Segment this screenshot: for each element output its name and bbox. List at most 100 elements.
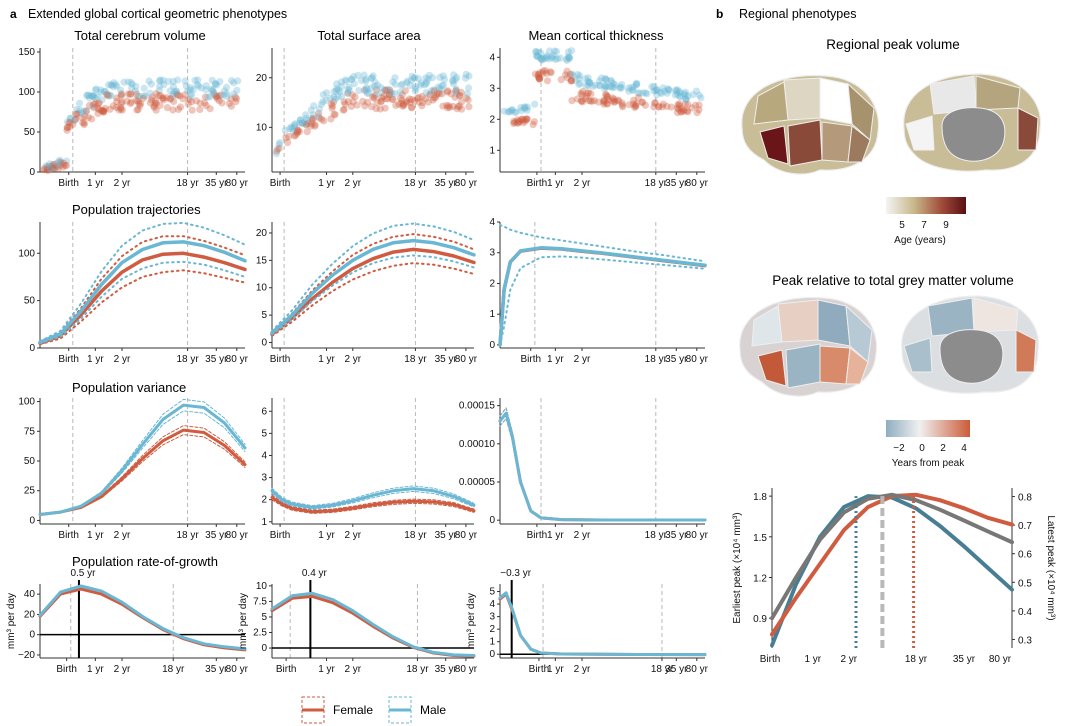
female-point: [227, 95, 235, 103]
female-point: [340, 98, 348, 106]
male-point: [333, 80, 341, 88]
male-point: [653, 86, 661, 94]
male-point: [92, 94, 100, 102]
male-point: [550, 47, 559, 55]
female-point: [118, 106, 126, 114]
male-point: [682, 95, 690, 104]
female-point: [85, 101, 94, 109]
female-point: [327, 100, 335, 108]
female-point: [634, 94, 643, 102]
female-point: [523, 115, 531, 123]
male-point: [302, 111, 310, 119]
male-point: [187, 90, 195, 98]
male-point: [172, 87, 180, 95]
male-point: [233, 86, 241, 94]
male-point: [500, 107, 508, 115]
male-point: [73, 105, 81, 114]
male-point: [627, 83, 635, 92]
female-point: [100, 107, 108, 115]
male-point: [132, 82, 140, 90]
centile-line: [39, 260, 246, 345]
female-point: [315, 109, 323, 117]
male-point: [512, 108, 520, 116]
female-point: [585, 89, 593, 97]
female-point: [464, 96, 472, 104]
male-point: [575, 80, 583, 89]
x-tick-label: 18 yr: [176, 530, 199, 541]
male-point: [342, 77, 350, 85]
female-point: [187, 98, 195, 106]
female-point: [381, 86, 389, 95]
male-point: [88, 102, 97, 111]
male-point: [584, 81, 592, 90]
male-point: [302, 114, 310, 122]
male-point: [300, 119, 308, 127]
x-tick-label: 35 yr: [665, 354, 688, 365]
centile-line: [271, 254, 475, 336]
brain-region: [1015, 329, 1037, 373]
x-tick-label: Birth: [270, 354, 291, 365]
male-point: [531, 100, 539, 108]
female-point: [577, 97, 585, 105]
brain-medial-wall: [941, 107, 1006, 162]
male-point: [371, 78, 379, 86]
centile-line: [39, 221, 246, 343]
female-point: [695, 106, 703, 114]
female-point: [112, 103, 120, 111]
female-point: [212, 92, 221, 100]
male-series-line: [270, 238, 476, 335]
male-point: [607, 78, 615, 86]
female-point: [65, 123, 73, 131]
female-point: [400, 101, 408, 109]
male-point: [632, 80, 641, 88]
female-point: [135, 99, 143, 107]
male-point: [532, 48, 540, 56]
male-point: [602, 83, 610, 91]
x-tick-label: 35 yr: [665, 530, 688, 541]
female-point: [631, 103, 639, 111]
brain-region: [845, 347, 869, 385]
male-point: [169, 92, 177, 100]
male-point: [45, 165, 54, 173]
female-point: [586, 97, 595, 105]
male-point: [307, 106, 315, 114]
male-point: [657, 89, 666, 97]
female-point: [383, 95, 392, 103]
female-point: [605, 96, 613, 104]
x-tick-label: Birth: [270, 530, 291, 541]
female-point: [118, 98, 126, 106]
female-point: [513, 116, 522, 124]
male-point: [110, 79, 118, 87]
brain-medial-wall: [939, 329, 1004, 384]
col-title-volume: Total cerebrum volume: [74, 28, 206, 43]
female-point: [282, 134, 290, 142]
female-point: [136, 102, 144, 110]
male-point: [575, 74, 583, 82]
x-tick-label: 1 yr: [547, 664, 564, 675]
female-point: [232, 98, 240, 106]
female-point: [206, 105, 214, 113]
female-point: [156, 101, 164, 109]
female-point: [439, 102, 447, 110]
male-point: [424, 75, 432, 83]
x-tick-label: Birth: [56, 664, 77, 675]
female-point: [573, 95, 581, 103]
female-point: [150, 102, 158, 110]
male-point: [511, 108, 519, 116]
male-point: [211, 80, 220, 88]
female-point: [509, 119, 518, 127]
female-point: [603, 100, 612, 108]
male-series-line: [270, 591, 476, 657]
male-point: [184, 87, 192, 95]
male-point: [48, 162, 56, 170]
male-point: [234, 77, 242, 85]
brain-region: [751, 305, 783, 347]
y-tick-label: 20: [256, 73, 268, 84]
female-point: [451, 93, 459, 101]
female-point: [98, 106, 106, 114]
y-tick-label: 4: [261, 450, 267, 461]
y-tick-label: 0.00015: [459, 401, 496, 412]
